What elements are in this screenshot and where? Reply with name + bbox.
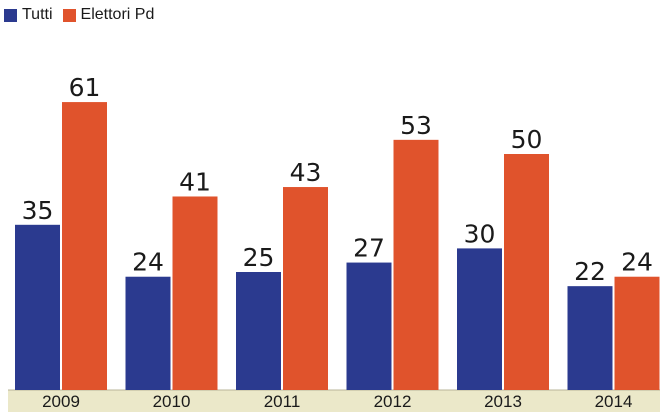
legend: Tutti Elettori Pd (4, 6, 154, 24)
legend-label-elettori-pd: Elettori Pd (80, 6, 155, 23)
data-label-tutti-2014: 22 (574, 257, 606, 286)
data-label-elettori-pd-2012: 53 (400, 111, 432, 140)
bar-elettori-pd-2011 (283, 187, 328, 390)
x-tick-label-2014: 2014 (595, 392, 633, 411)
bar-elettori-pd-2012 (393, 139, 439, 390)
bar-tutti-2010 (125, 276, 171, 390)
data-label-elettori-pd-2009: 61 (69, 73, 101, 102)
bar-elettori-pd-2013 (504, 154, 549, 390)
data-label-elettori-pd-2013: 50 (511, 125, 543, 154)
bar-elettori-pd-2010 (172, 196, 218, 390)
bar-tutti-2014 (567, 286, 613, 390)
x-tick-label-2011: 2011 (264, 392, 301, 411)
bar-elettori-pd-2009 (62, 102, 107, 390)
bar-elettori-pd-2014 (614, 276, 660, 390)
x-tick-label-2010: 2010 (153, 392, 191, 411)
data-label-tutti-2013: 30 (464, 219, 496, 248)
data-label-elettori-pd-2010: 41 (179, 167, 211, 196)
data-label-tutti-2009: 35 (22, 196, 54, 225)
x-tick-label-2013: 2013 (484, 392, 522, 411)
legend-label-tutti: Tutti (22, 6, 53, 23)
bar-tutti-2011 (236, 272, 281, 390)
bar-tutti-2009 (15, 224, 60, 390)
legend-item-elettori-pd: Elettori Pd (62, 6, 155, 24)
legend-swatch-elettori-pd (62, 8, 76, 22)
data-label-tutti-2010: 24 (132, 248, 164, 277)
data-label-tutti-2012: 27 (353, 234, 385, 263)
legend-item-tutti: Tutti (4, 6, 53, 24)
bar-tutti-2013 (457, 248, 502, 390)
legend-swatch-tutti (4, 8, 17, 22)
data-label-tutti-2011: 25 (243, 243, 275, 272)
bar-tutti-2012 (346, 262, 392, 390)
data-label-elettori-pd-2011: 43 (290, 158, 322, 187)
x-tick-label-2009: 2009 (42, 392, 80, 411)
x-axis-band (8, 390, 660, 412)
x-tick-label-2012: 2012 (374, 392, 412, 411)
data-label-elettori-pd-2014: 24 (621, 248, 653, 277)
